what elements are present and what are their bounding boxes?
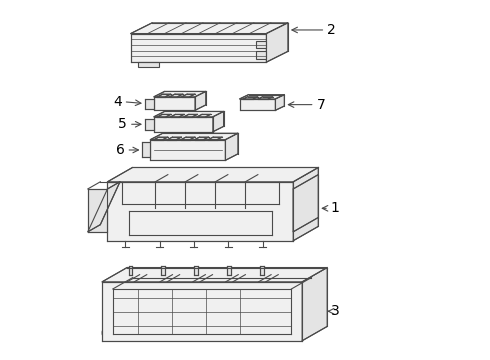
Polygon shape [240, 95, 284, 99]
Polygon shape [102, 282, 302, 341]
Polygon shape [208, 137, 222, 140]
Polygon shape [181, 137, 195, 140]
Text: 1: 1 [331, 201, 340, 215]
Polygon shape [227, 266, 231, 275]
Polygon shape [154, 97, 195, 111]
Polygon shape [154, 137, 168, 140]
Polygon shape [194, 266, 198, 275]
Polygon shape [154, 111, 223, 117]
Polygon shape [154, 117, 213, 132]
Polygon shape [150, 133, 238, 140]
Polygon shape [107, 182, 293, 241]
Polygon shape [138, 62, 159, 67]
Polygon shape [302, 267, 327, 341]
Text: 4: 4 [113, 95, 122, 109]
Text: 5: 5 [119, 117, 127, 131]
Polygon shape [182, 94, 195, 97]
Polygon shape [197, 114, 211, 117]
Polygon shape [171, 114, 184, 117]
Polygon shape [161, 266, 165, 275]
Polygon shape [88, 182, 120, 232]
Polygon shape [157, 114, 171, 117]
Polygon shape [293, 175, 318, 232]
Polygon shape [128, 266, 132, 275]
Polygon shape [107, 167, 318, 182]
Polygon shape [267, 23, 288, 62]
Polygon shape [213, 111, 223, 132]
Polygon shape [131, 23, 288, 33]
Polygon shape [131, 33, 267, 62]
Polygon shape [195, 137, 209, 140]
Polygon shape [240, 99, 275, 111]
Polygon shape [293, 167, 318, 241]
Text: 7: 7 [317, 98, 325, 112]
Text: 2: 2 [327, 23, 336, 37]
Polygon shape [184, 114, 197, 117]
Polygon shape [170, 94, 183, 97]
Polygon shape [145, 118, 154, 130]
Polygon shape [168, 137, 181, 140]
Polygon shape [258, 97, 272, 99]
Polygon shape [275, 95, 284, 111]
Polygon shape [195, 91, 206, 111]
Polygon shape [157, 94, 171, 97]
Polygon shape [225, 133, 238, 160]
Text: 6: 6 [116, 143, 124, 157]
Polygon shape [260, 266, 264, 275]
Polygon shape [243, 97, 258, 99]
Polygon shape [102, 267, 327, 282]
Text: 3: 3 [331, 304, 340, 318]
Polygon shape [256, 41, 267, 48]
Polygon shape [154, 91, 206, 97]
Polygon shape [145, 99, 154, 109]
Polygon shape [88, 189, 107, 232]
Polygon shape [256, 51, 267, 59]
Polygon shape [150, 140, 225, 160]
Polygon shape [143, 143, 150, 157]
